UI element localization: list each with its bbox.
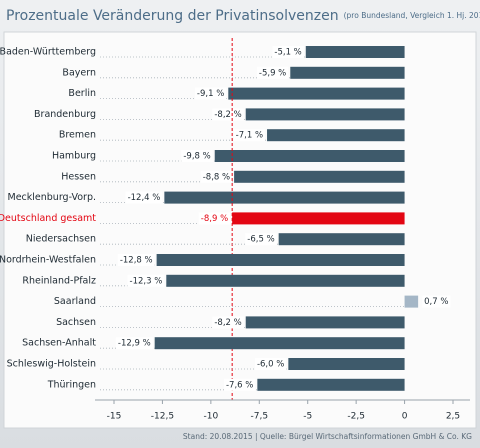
x-tick-label: -7,5 [251, 412, 269, 422]
category-label: Brandenburg [34, 109, 96, 120]
label-bg [233, 129, 266, 142]
value-label: -9,8 % [183, 152, 210, 162]
value-label: -12,8 % [120, 256, 153, 266]
category-label: Thüringen [47, 379, 96, 390]
bar [245, 108, 405, 121]
category-label: Berlin [68, 88, 96, 99]
label-bg [256, 66, 289, 79]
bar [288, 358, 405, 370]
x-tick-label: -12,5 [151, 412, 174, 422]
label-bg [422, 295, 451, 308]
bar [154, 337, 405, 350]
chart-title: Prozentuale Veränderung der Privatinsolv… [6, 8, 480, 24]
source: Stand: 20.08.2015 | Quelle: Bürgel Wirts… [183, 432, 472, 441]
label-bg [125, 191, 163, 204]
category-label: Niedersachsen [26, 234, 96, 245]
x-tick-label: -2,5 [347, 412, 365, 422]
category-label: Bayern [62, 67, 96, 78]
x-tick-label: -15 [107, 412, 122, 422]
label-bg [115, 337, 153, 350]
bar [278, 233, 405, 246]
value-label: -7,1 % [236, 131, 263, 141]
value-label: -7,6 % [226, 380, 253, 390]
x-tick-label: 0 [402, 412, 408, 422]
value-label: -8,2 % [214, 318, 241, 328]
x-tick-label: 2,5 [446, 412, 460, 422]
value-label: -8,9 % [201, 214, 228, 224]
bar [404, 295, 419, 308]
label-bg [254, 358, 287, 370]
value-label: -12,9 % [118, 339, 151, 349]
value-label: 0,7 % [424, 297, 448, 307]
category-label: Mecklenburg-Vorp. [8, 192, 97, 203]
label-bg [198, 212, 231, 225]
bar [245, 316, 405, 329]
category-label: Rheinland-Pfalz [22, 275, 96, 286]
bar [228, 87, 405, 100]
category-label: Deutschland gesamt [0, 213, 96, 224]
x-tick-label: -5 [303, 412, 312, 422]
label-bg [200, 170, 233, 183]
x-tick-label: -10 [204, 412, 219, 422]
title: Prozentuale Veränderung der Privatinsolv… [6, 8, 339, 24]
label-bg [181, 150, 213, 162]
value-label: -12,3 % [130, 276, 163, 286]
bar [267, 129, 405, 142]
category-label: Bremen [59, 130, 96, 141]
bar [234, 170, 405, 183]
label-bg [212, 316, 244, 329]
bar [164, 191, 405, 204]
bar [232, 212, 405, 225]
label-bg [245, 233, 277, 246]
category-label: Nordrhein-Westfalen [0, 255, 96, 266]
bar [166, 274, 405, 287]
value-label: -5,9 % [259, 68, 286, 78]
category-label: Hamburg [52, 151, 96, 162]
category-label: Schleswig-Holstein [7, 359, 96, 370]
subtitle: (pro Bundesland, Vergleich 1. Hj. 2014 u… [344, 11, 480, 20]
bar [290, 66, 405, 79]
category-label: Sachsen [56, 317, 96, 328]
category-label: Baden-Württemberg [0, 47, 96, 58]
category-label: Hessen [61, 171, 96, 182]
label-bg [127, 274, 165, 287]
value-label: -9,1 % [197, 89, 224, 99]
category-label: Sachsen-Anhalt [22, 338, 96, 349]
category-label: Saarland [54, 296, 96, 307]
bar [156, 254, 405, 266]
value-label: -5,1 % [274, 48, 301, 58]
label-bg [194, 87, 227, 100]
label-bg [212, 108, 244, 121]
value-label: -6,5 % [247, 235, 274, 245]
label-bg [117, 254, 155, 266]
label-bg [223, 378, 256, 391]
value-label: -8,2 % [214, 110, 241, 120]
label-bg [272, 46, 304, 58]
bar [214, 150, 405, 162]
value-label: -8,8 % [203, 172, 230, 182]
value-label: -6,0 % [257, 360, 284, 370]
bar [257, 378, 405, 391]
bar [305, 46, 405, 58]
value-label: -12,4 % [128, 193, 161, 203]
